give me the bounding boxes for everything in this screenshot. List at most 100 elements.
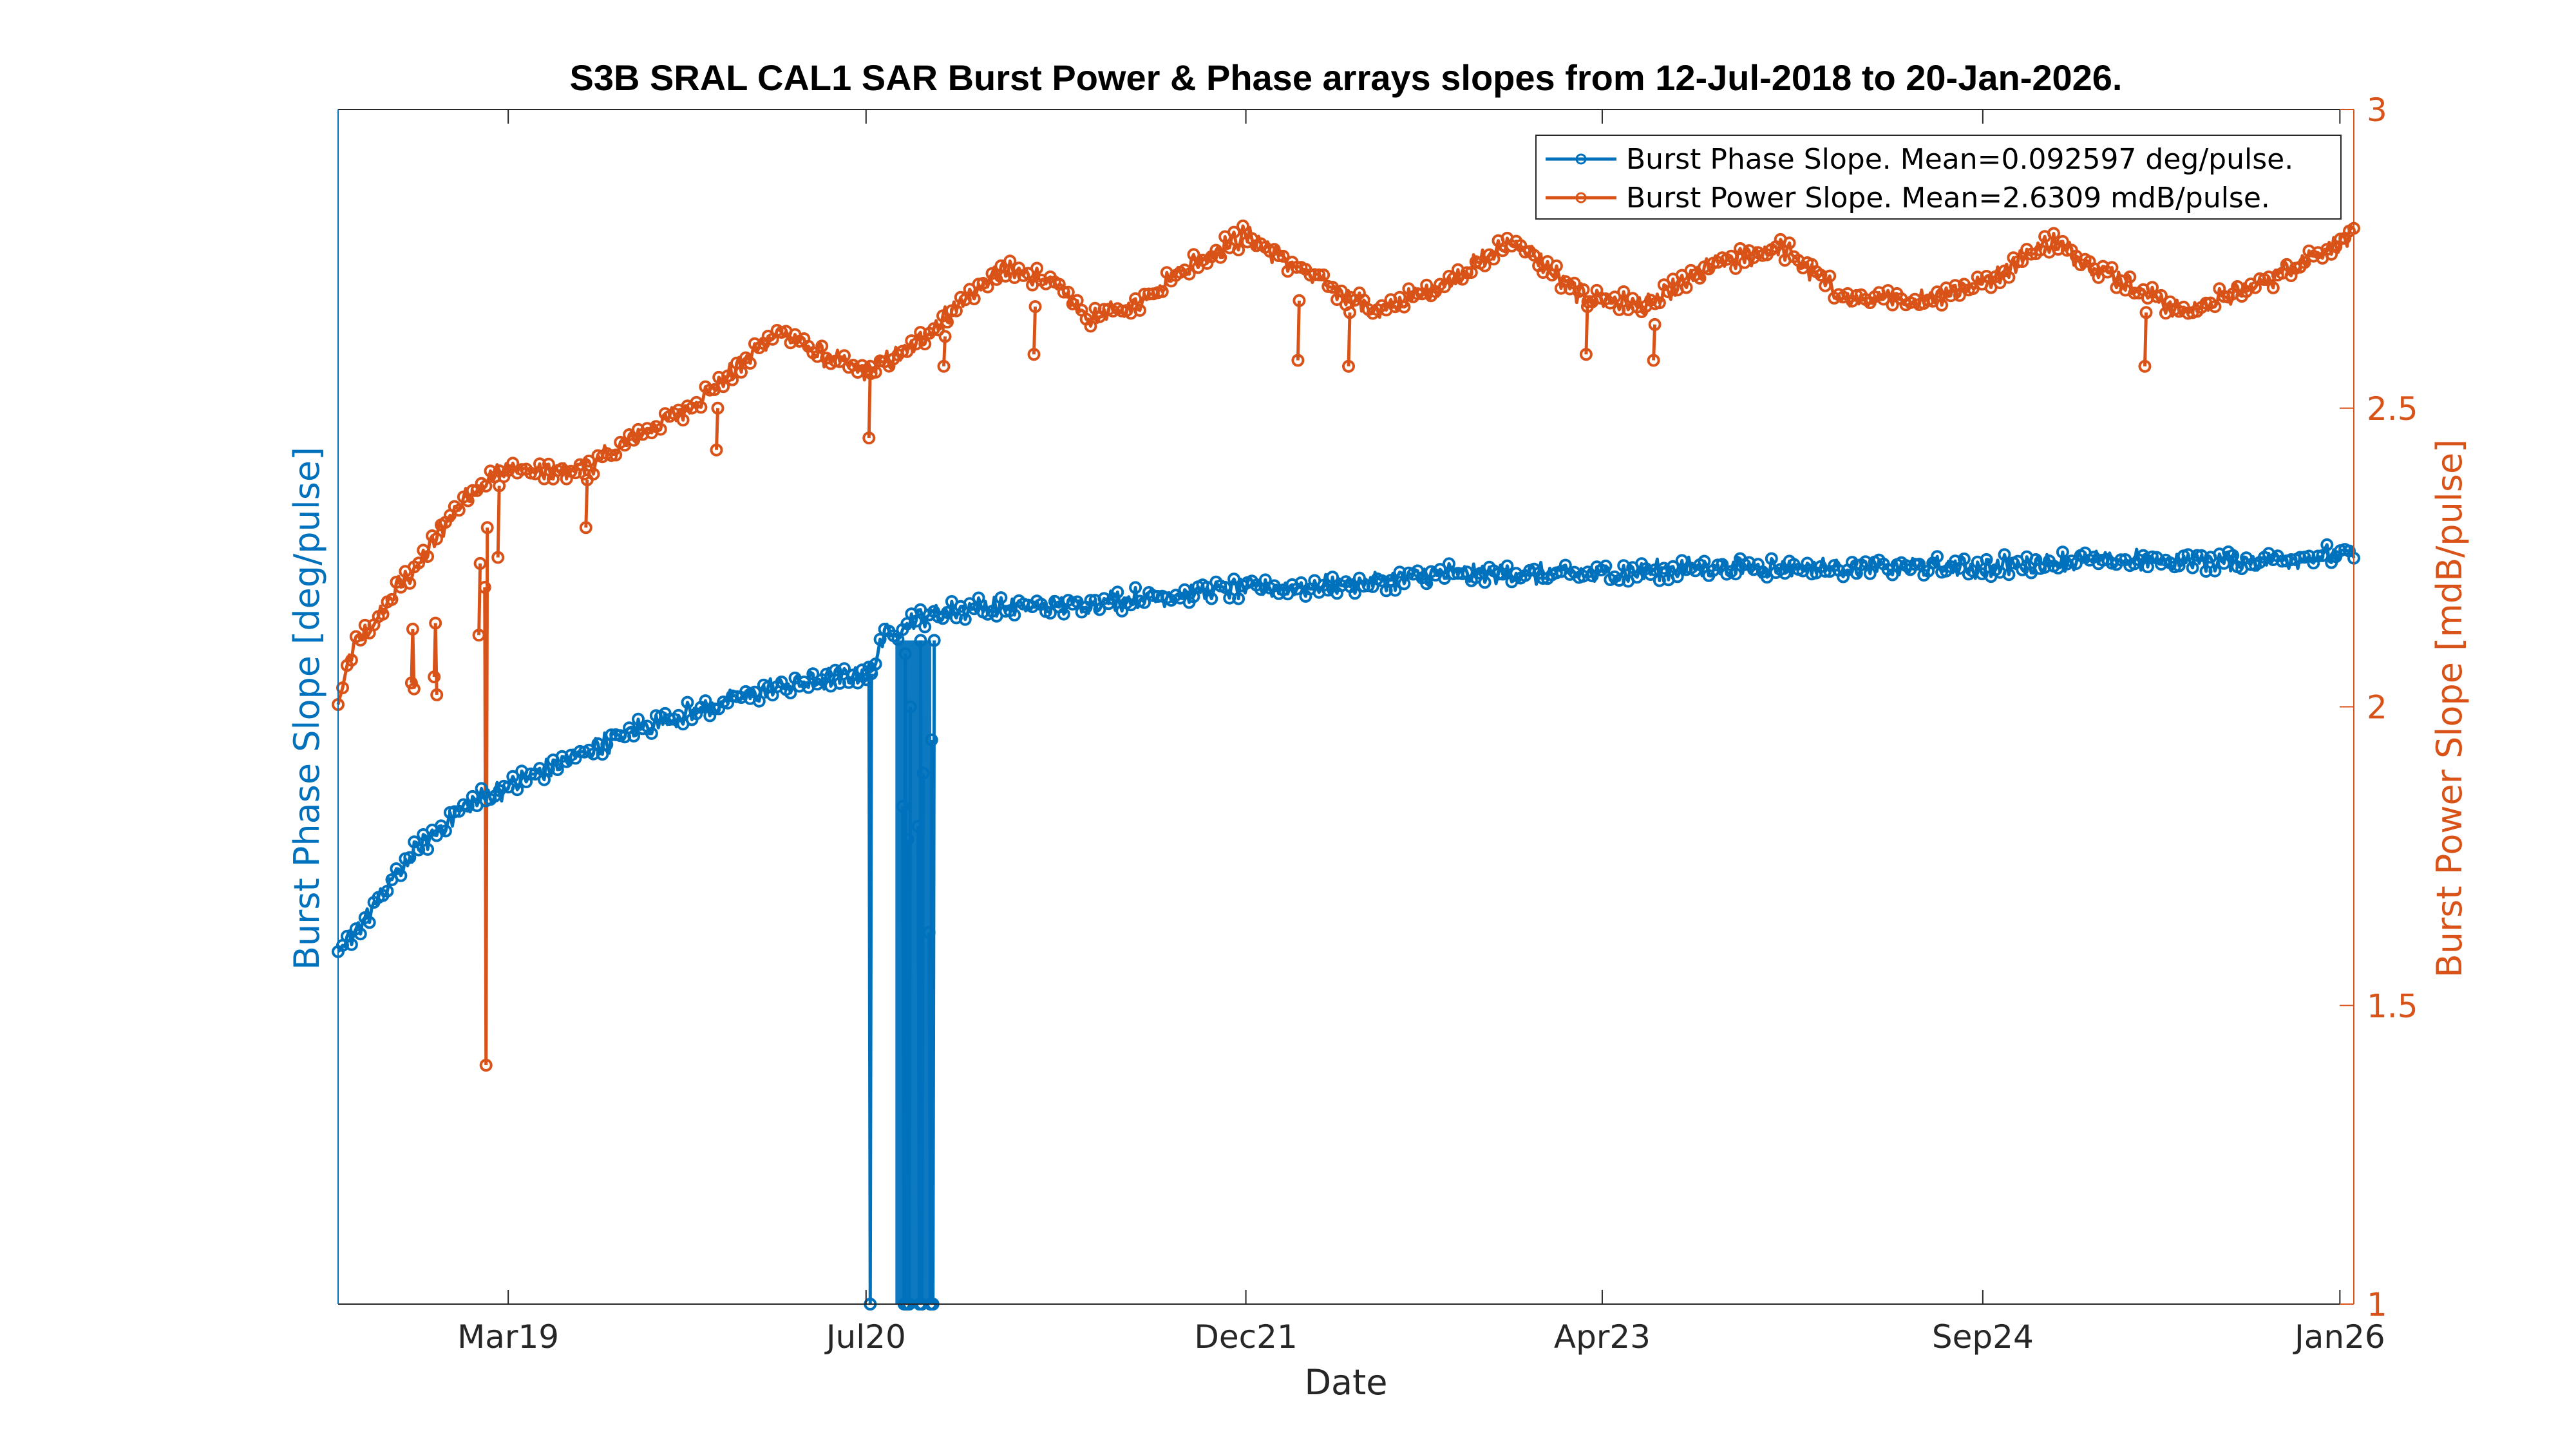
- phase-series-outlier-marker: [865, 667, 878, 680]
- power-series-marker: [1935, 298, 1949, 312]
- chart-title: S3B SRAL CAL1 SAR Burst Power & Phase ar…: [570, 57, 2123, 98]
- phase-series-marker: [2217, 556, 2231, 570]
- phase-series-marker: [1501, 559, 1514, 573]
- left-y-axis-label: Burst Phase Slope [deg/pulse]: [287, 447, 327, 970]
- power-series-marker: [430, 532, 443, 545]
- phase-series-marker: [1819, 565, 1832, 578]
- phase-series-marker: [838, 662, 851, 676]
- phase-series-marker: [1187, 590, 1200, 603]
- phase-series-marker: [627, 729, 641, 743]
- power-series-marker: [1133, 303, 1146, 317]
- power-series-marker: [654, 422, 667, 436]
- power-series-outlier-marker: [407, 682, 421, 696]
- power-series-marker: [1317, 268, 1331, 281]
- power-series-marker: [479, 479, 493, 493]
- power-series-outlier-line: [1584, 307, 1589, 355]
- phase-series-marker: [1886, 568, 1899, 582]
- phase-series-marker: [394, 869, 408, 882]
- phase-series-marker: [1008, 609, 1021, 621]
- phase-series-marker: [1227, 573, 1241, 586]
- power-series-marker: [1227, 225, 1241, 239]
- phase-series-marker: [1232, 592, 1245, 605]
- y-tick-label: 2: [2367, 689, 2387, 726]
- x-axis-ticks: Mar19 Jul20 Dec21 Apr23 Sep24 Jan26: [457, 109, 2385, 1356]
- power-series-marker: [1187, 248, 1200, 261]
- power-series-outlier-marker: [493, 479, 506, 493]
- power-series-outlier-marker: [1342, 359, 1355, 373]
- power-series-outlier-marker: [1291, 354, 1305, 367]
- phase-series-outlier-marker: [927, 634, 941, 647]
- phase-series-marker: [1957, 552, 1971, 565]
- power-series-marker: [967, 292, 981, 305]
- phase-series-marker: [2186, 561, 2199, 574]
- power-series-marker: [542, 457, 555, 471]
- x-tick-label: Sep24: [1932, 1318, 2034, 1356]
- phase-series-marker: [381, 884, 394, 898]
- power-series-outlier-marker: [862, 431, 876, 445]
- power-series-outlier-marker: [711, 401, 724, 415]
- phase-series-marker: [1631, 571, 1644, 584]
- power-series-marker: [452, 504, 466, 517]
- phase-series-marker: [1599, 559, 1613, 573]
- power-series-marker: [1729, 261, 1743, 275]
- power-series-marker: [403, 576, 417, 590]
- phase-series-marker: [1420, 577, 1434, 591]
- power-series-outlier-marker: [479, 1059, 493, 1072]
- power-series-marker: [1030, 261, 1044, 275]
- y-tick-label: 1: [2367, 1286, 2387, 1323]
- phase-series-dense-block: [895, 640, 932, 1304]
- phase-series-marker: [1384, 574, 1397, 587]
- power-series-outlier-marker: [473, 556, 487, 570]
- power-series-marker: [1680, 281, 1693, 294]
- phase-series-marker: [1294, 576, 1308, 589]
- x-tick-label: Mar19: [457, 1318, 559, 1356]
- power-series-marker: [1155, 285, 1169, 298]
- phase-series-marker: [2190, 549, 2204, 562]
- power-series-marker: [743, 357, 757, 370]
- phase-series-marker: [909, 614, 923, 628]
- power-series-outlier-marker: [937, 359, 951, 373]
- power-series-outlier-marker: [1647, 354, 1660, 367]
- phase-series-marker: [511, 783, 524, 797]
- x-tick-label: Jan26: [2293, 1318, 2385, 1356]
- right-y-axis-label: Burst Power Slope [mdB/pulse]: [2429, 439, 2470, 978]
- phase-series-marker: [1043, 607, 1057, 620]
- power-series-outlier-marker: [1028, 300, 1042, 314]
- phase-series-marker: [1671, 570, 1684, 583]
- phase-series-marker: [2002, 568, 2016, 582]
- phase-series-marker: [2316, 549, 2329, 562]
- power-series-marker: [533, 457, 546, 471]
- power-series-outlier-line: [867, 366, 872, 439]
- phase-series-marker: [412, 843, 426, 857]
- phase-series-marker: [1223, 591, 1236, 605]
- phase-series-marker: [1057, 607, 1070, 621]
- phase-series-marker: [1908, 558, 1922, 571]
- phase-series-marker: [2141, 560, 2154, 574]
- phase-series-marker: [587, 747, 600, 761]
- power-series-marker: [1613, 303, 1626, 316]
- power-series-outlier-line: [584, 480, 589, 528]
- power-series-marker: [354, 633, 367, 647]
- phase-series-marker: [1666, 560, 1680, 573]
- x-tick-label: Dec21: [1194, 1318, 1297, 1356]
- phase-series-marker: [699, 694, 712, 708]
- power-series-marker: [1232, 243, 1245, 257]
- power-series-marker: [1411, 287, 1425, 301]
- power-series-outlier-marker: [1027, 348, 1041, 361]
- power-series-marker: [1549, 259, 1563, 272]
- power-series-marker: [627, 433, 641, 447]
- power-series-marker: [1487, 252, 1501, 266]
- power-series-marker: [1276, 249, 1290, 263]
- power-series-outlier-marker: [580, 473, 594, 487]
- power-series-marker: [694, 401, 708, 414]
- phase-series-marker: [1357, 580, 1370, 593]
- phase-series-marker: [918, 620, 932, 634]
- power-series-marker: [981, 280, 994, 294]
- phase-series-marker: [2208, 564, 2222, 578]
- power-series-marker: [1608, 290, 1622, 304]
- power-series-marker: [421, 550, 435, 564]
- power-series-marker: [900, 345, 914, 358]
- x-tick-label: Jul20: [824, 1318, 906, 1356]
- phase-series-outlier-line: [867, 667, 873, 1305]
